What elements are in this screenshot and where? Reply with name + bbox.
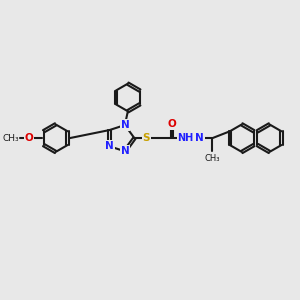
Text: N: N xyxy=(195,133,204,143)
Text: CH₃: CH₃ xyxy=(205,154,220,163)
Text: S: S xyxy=(142,133,150,143)
Text: N: N xyxy=(121,146,129,156)
Text: NH: NH xyxy=(178,133,194,143)
Text: O: O xyxy=(25,133,33,143)
Text: CH₃: CH₃ xyxy=(2,134,19,143)
Text: N: N xyxy=(121,120,129,130)
Text: O: O xyxy=(167,119,176,129)
Text: N: N xyxy=(105,141,114,151)
